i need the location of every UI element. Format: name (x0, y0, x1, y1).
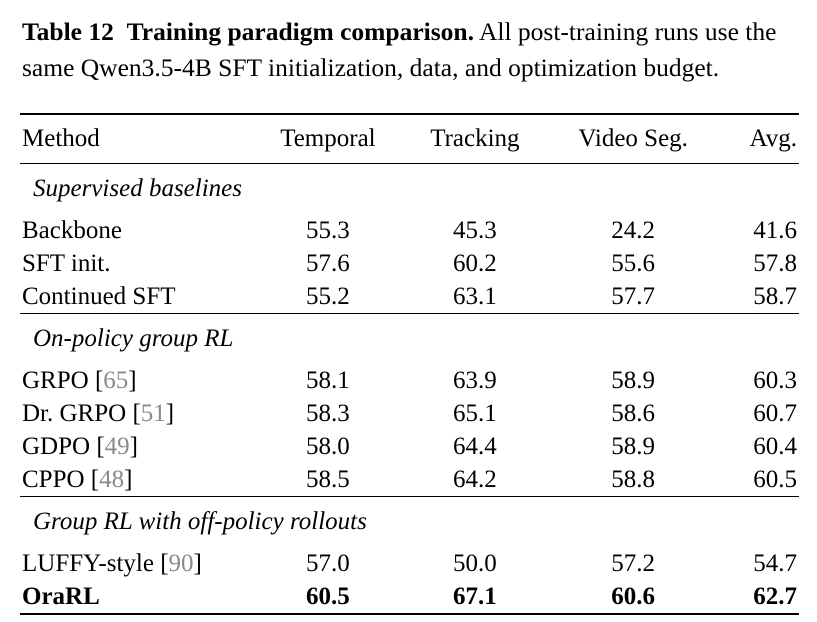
header-method: Method (20, 113, 252, 164)
value-cell: 57.0 (306, 550, 350, 577)
table-row: GRPO [65] 58.1 63.9 58.9 60.3 (20, 364, 799, 397)
citation-ref[interactable]: 90 (168, 550, 194, 577)
value-cell: 24.2 (611, 217, 655, 244)
header-video-seg: Video Seg. (545, 113, 721, 164)
method-cell: GDPO [49] (22, 433, 138, 460)
section-title: Supervised baselines (33, 175, 242, 202)
value-cell: 55.6 (611, 250, 655, 277)
value-cell: 65.1 (453, 400, 497, 427)
header-tracking: Tracking (403, 113, 546, 164)
table-row: CPPO [48] 58.5 64.2 58.8 60.5 (20, 463, 799, 497)
citation-ref[interactable]: 51 (140, 400, 166, 427)
value-cell: 57.8 (753, 250, 797, 277)
table-body: Supervised baselines Backbone 55.3 45.3 24.2… (20, 164, 799, 615)
section-title: On-policy group RL (33, 325, 234, 352)
value-cell: 58.0 (306, 433, 350, 460)
value-cell: 45.3 (453, 217, 497, 244)
table-row: LUFFY-style [90] 57.0 50.0 57.2 54.7 (20, 547, 799, 580)
value-cell: 67.1 (403, 580, 546, 615)
method-cell: CPPO [48] (20, 463, 252, 497)
method-name: Backbone (22, 217, 122, 244)
value-cell: 57.7 (545, 280, 721, 314)
header-avg: Avg. (720, 113, 799, 164)
caption-text: All post-training runs use the same Qwen… (22, 17, 777, 82)
value-cell: 63.9 (453, 367, 497, 394)
section-header-row: On-policy group RL (20, 314, 799, 365)
method-cell: Continued SFT (20, 280, 252, 314)
value-cell: 58.9 (611, 367, 655, 394)
table-caption: Table 12 Training paradigm comparison. A… (22, 14, 802, 86)
section-title: Group RL with off-policy rollouts (33, 508, 367, 535)
value-cell: 62.7 (720, 580, 799, 615)
header-row: Method Temporal Tracking Video Seg. Avg. (20, 113, 799, 164)
value-cell: 58.7 (720, 280, 799, 314)
method-cell: Dr. GRPO [51] (22, 400, 175, 427)
table-row: Backbone 55.3 45.3 24.2 41.6 (20, 214, 799, 247)
value-cell: 54.7 (753, 550, 797, 577)
method-cell: Backbone (20, 214, 252, 247)
section-header-row: Supervised baselines (20, 164, 799, 215)
value-cell: 60.7 (753, 400, 797, 427)
method-name: Continued SFT (22, 283, 176, 310)
value-cell: 60.6 (545, 580, 721, 615)
value-cell: 60.3 (753, 367, 797, 394)
table-row: Dr. GRPO [51] 58.3 65.1 58.6 60.7 (20, 397, 799, 430)
value-cell: 50.0 (453, 550, 497, 577)
method-name: SFT init. (22, 250, 111, 277)
method-name: GDPO (22, 433, 91, 460)
table-row: Continued SFT 55.2 63.1 57.7 58.7 (20, 280, 799, 314)
value-cell: 58.3 (306, 400, 350, 427)
header-temporal: Temporal (252, 113, 404, 164)
value-cell: 57.6 (306, 250, 350, 277)
value-cell: 58.9 (611, 433, 655, 460)
citation-ref[interactable]: 49 (104, 433, 130, 460)
caption-title: Training paradigm comparison. (126, 17, 474, 46)
method-cell: SFT init. (20, 247, 252, 280)
value-cell: 58.8 (545, 463, 721, 497)
citation-ref[interactable]: 65 (103, 367, 129, 394)
value-cell: 55.2 (252, 280, 404, 314)
value-cell: 57.2 (611, 550, 655, 577)
value-cell: 64.2 (403, 463, 546, 497)
value-cell: 64.4 (453, 433, 497, 460)
value-cell: 58.5 (252, 463, 404, 497)
method-name: GRPO (22, 367, 89, 394)
value-cell: 58.6 (611, 400, 655, 427)
method-cell: GRPO [65] (22, 367, 137, 394)
comparison-table: Method Temporal Tracking Video Seg. Avg.… (20, 113, 799, 615)
method-name: OraRL (22, 583, 100, 610)
section-header-row: Group RL with off-policy rollouts (20, 497, 799, 548)
value-cell: 41.6 (753, 217, 797, 244)
value-cell: 60.2 (453, 250, 497, 277)
value-cell: 60.5 (252, 580, 404, 615)
caption-label: Table 12 (22, 17, 114, 46)
table-row: GDPO [49] 58.0 64.4 58.9 60.4 (20, 430, 799, 463)
value-cell: 60.5 (720, 463, 799, 497)
citation-ref[interactable]: 48 (99, 466, 125, 493)
value-cell: 63.1 (403, 280, 546, 314)
table-row: SFT init. 57.6 60.2 55.6 57.8 (20, 247, 799, 280)
value-cell: 55.3 (306, 217, 350, 244)
method-name: LUFFY-style (22, 550, 154, 577)
value-cell: 60.4 (753, 433, 797, 460)
method-cell: OraRL (20, 580, 252, 615)
value-cell: 58.1 (306, 367, 350, 394)
method-name: CPPO (22, 466, 85, 493)
method-name: Dr. GRPO (22, 400, 127, 427)
method-cell: LUFFY-style [90] (22, 550, 202, 577)
table-row: OraRL 60.5 67.1 60.6 62.7 (20, 580, 799, 615)
